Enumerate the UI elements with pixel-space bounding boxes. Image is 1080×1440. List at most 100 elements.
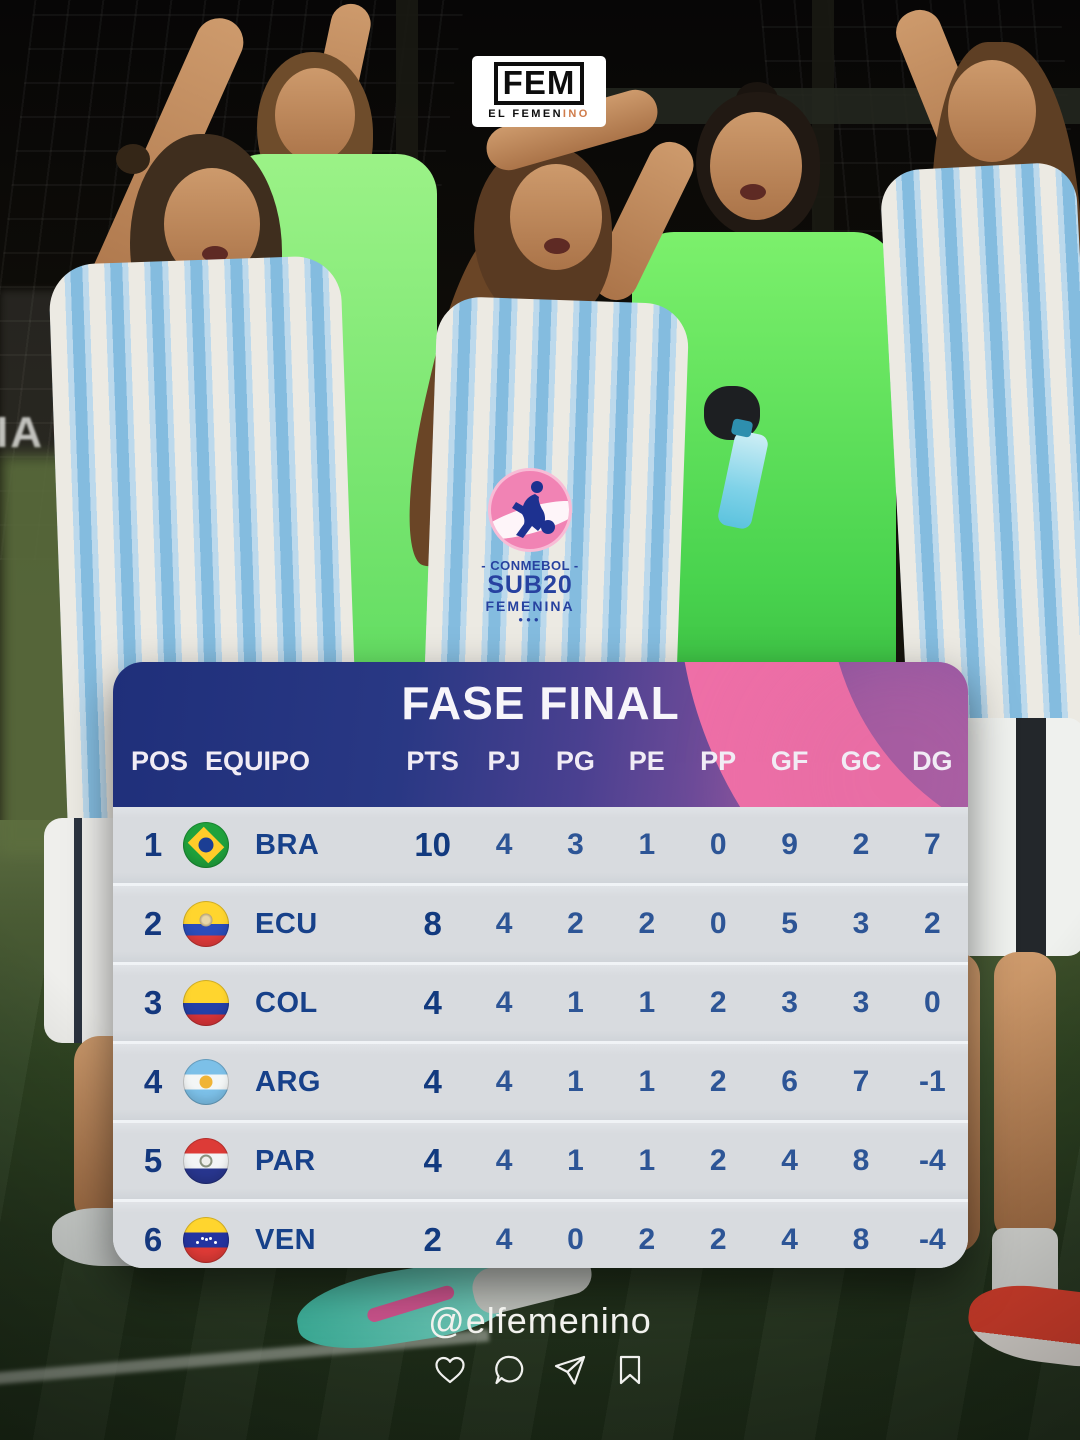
col-pos: POS <box>131 745 189 776</box>
brazil-flag-icon <box>183 822 229 868</box>
col-pj: PJ <box>487 745 521 776</box>
points-value: 2 <box>423 1221 442 1258</box>
drawn-value: 1 <box>638 1065 656 1098</box>
drawn-value: 1 <box>638 828 656 861</box>
goal-diff-value: 0 <box>923 986 941 1019</box>
social-handle: @elfemenino <box>428 1300 652 1341</box>
col-pg: PG <box>555 745 595 776</box>
tagline-black: EL FEMEN <box>488 108 563 121</box>
badge-decoration: ●●● <box>518 615 542 624</box>
flag-cell <box>175 980 237 1026</box>
position-value: 6 <box>143 1221 163 1258</box>
flag-cell <box>175 901 237 947</box>
lost-value: 2 <box>709 1144 727 1177</box>
heart-icon[interactable] <box>433 1354 467 1386</box>
standings-body: 1 BRA 10 4 3 1 0 9 2 7 2 ECU 8 4 2 2 0 <box>113 807 968 1268</box>
goals-against-value: 3 <box>852 986 870 1019</box>
goals-against-value: 3 <box>852 907 870 940</box>
tournament-badge: - CONMEBOL - SUB20 FEMENINA ●●● <box>455 468 605 624</box>
table-row-brazil: 1 BRA 10 4 3 1 0 9 2 7 <box>113 807 968 883</box>
flag-cell <box>175 822 237 868</box>
won-value: 2 <box>567 907 584 940</box>
bookmark-icon[interactable] <box>613 1354 647 1386</box>
goals-for-value: 4 <box>781 1223 798 1256</box>
drawn-value: 1 <box>638 986 656 1019</box>
tournament-badge-icon <box>488 468 572 552</box>
female-player-icon <box>512 481 555 538</box>
table-row-colombia: 3 COL 4 4 1 1 2 3 3 0 <box>113 962 968 1041</box>
venezuela-flag-icon <box>183 1217 229 1263</box>
fem-logo: FEM EL FEMENINO <box>472 56 606 128</box>
won-value: 3 <box>567 828 584 861</box>
goals-for-value: 6 <box>781 1065 798 1098</box>
goals-for-value: 9 <box>781 828 798 861</box>
won-value: 1 <box>567 1065 584 1098</box>
points-value: 4 <box>423 1142 442 1179</box>
won-value: 1 <box>567 986 584 1019</box>
position-value: 1 <box>143 826 163 863</box>
col-gc: GC <box>840 745 882 776</box>
goals-for-value: 3 <box>781 986 798 1019</box>
points-value: 4 <box>423 1063 442 1100</box>
colombia-flag-icon <box>183 980 229 1026</box>
lost-value: 2 <box>709 1065 727 1098</box>
lost-value: 2 <box>709 986 727 1019</box>
goals-against-value: 8 <box>852 1223 870 1256</box>
position-value: 4 <box>143 1063 163 1100</box>
goals-against-value: 2 <box>852 828 870 861</box>
tagline-accent: INO <box>562 108 590 121</box>
position-value: 2 <box>143 905 163 942</box>
social-icons-row <box>0 1354 1080 1386</box>
won-value: 1 <box>567 1144 584 1177</box>
drawn-value: 2 <box>638 907 656 940</box>
points-value: 10 <box>414 826 452 863</box>
badge-org-text: - CONMEBOL - <box>481 558 579 573</box>
goals-against-value: 8 <box>852 1144 870 1177</box>
table-row-argentina: 4 ARG 4 4 1 1 2 6 7 -1 <box>113 1041 968 1120</box>
flag-cell <box>175 1059 237 1105</box>
table-row-venezuela: 6 VEN 2 4 0 2 2 4 8 -4 <box>113 1199 968 1268</box>
played-value: 4 <box>495 907 513 940</box>
drawn-value: 1 <box>638 1144 656 1177</box>
goal-diff-value: -4 <box>918 1144 946 1177</box>
badge-category-text: FEMENINA <box>485 598 575 614</box>
position-value: 5 <box>143 1142 163 1179</box>
team-code: COL <box>255 986 318 1019</box>
col-gf: GF <box>770 745 809 776</box>
col-equipo: EQUIPO <box>205 745 311 776</box>
flag-cell <box>175 1217 237 1263</box>
col-pe: PE <box>628 745 665 776</box>
goals-against-value: 7 <box>852 1065 870 1098</box>
points-value: 8 <box>423 905 442 942</box>
goal-diff-value: 7 <box>923 828 941 861</box>
goal-diff-value: 2 <box>923 907 941 940</box>
goal-diff-value: -4 <box>918 1223 946 1256</box>
col-pts: PTS <box>406 745 459 776</box>
lost-value: 0 <box>709 828 727 861</box>
table-row-ecuador: 2 ECU 8 4 2 2 0 5 3 2 <box>113 883 968 962</box>
column-headers: POS EQUIPO PTS PJ PG PE PP GF GC DG <box>113 730 968 792</box>
played-value: 4 <box>495 1144 513 1177</box>
played-value: 4 <box>495 1065 513 1098</box>
footer: @elfemenino <box>0 1300 1080 1386</box>
goals-for-value: 4 <box>781 1144 798 1177</box>
drawn-value: 2 <box>638 1223 656 1256</box>
won-value: 0 <box>567 1223 584 1256</box>
goals-for-value: 5 <box>781 907 798 940</box>
goal-diff-value: -1 <box>918 1065 946 1098</box>
fem-logo-tagline: EL FEMENINO <box>480 108 598 120</box>
share-icon[interactable] <box>553 1354 587 1386</box>
table-title: FASE FINAL <box>401 677 680 729</box>
played-value: 4 <box>495 828 513 861</box>
pink-glow-decoration <box>758 662 968 807</box>
played-value: 4 <box>495 986 513 1019</box>
lost-value: 2 <box>709 1223 727 1256</box>
lost-value: 0 <box>709 907 727 940</box>
played-value: 4 <box>495 1223 513 1256</box>
ecuador-flag-icon <box>183 901 229 947</box>
team-code: ECU <box>255 907 318 940</box>
comment-icon[interactable] <box>493 1354 527 1386</box>
fem-logo-word: FEM <box>493 62 585 106</box>
team-code: BRA <box>255 828 320 861</box>
paraguay-flag-icon <box>183 1138 229 1184</box>
